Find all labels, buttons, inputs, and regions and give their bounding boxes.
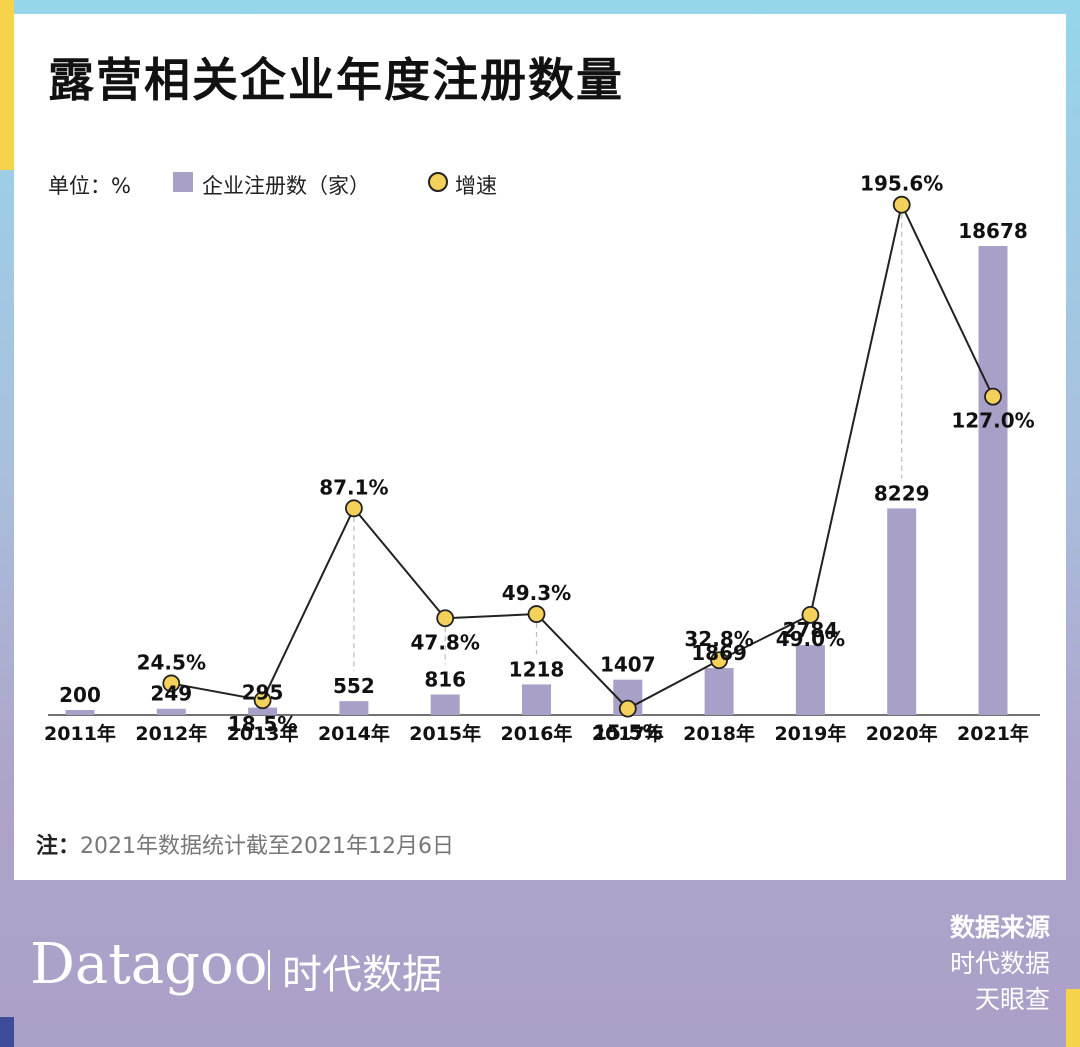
x-tick-label: 2017年: [592, 722, 664, 745]
x-tick-label: 2012年: [135, 722, 207, 745]
footnote-text: 2021年数据统计截至2021年12月6日: [80, 834, 454, 859]
source-item: 时代数据: [949, 949, 1050, 978]
chart-panel: [14, 14, 1066, 880]
x-tick-label: 2018年: [683, 722, 755, 745]
bar-value-label: 1218: [509, 657, 565, 681]
bar: [430, 694, 460, 715]
accent-stripe-left: [0, 0, 14, 170]
bar-value-label: 1407: [600, 653, 656, 677]
x-tick-label: 2013年: [227, 722, 299, 745]
bar: [339, 701, 369, 715]
growth-point: [527, 605, 546, 623]
legend-bar-swatch: [173, 172, 193, 192]
growth-value-label: 18.5%: [228, 712, 297, 736]
x-tick-label: 2011年: [44, 722, 116, 745]
brand-separator: [268, 950, 270, 990]
growth-value-label: 15.5%: [593, 721, 662, 745]
bar-value-label: 2784: [783, 618, 839, 642]
brand-logo: Datagoo: [30, 932, 268, 997]
chart-title: 露营相关企业年度注册数量: [48, 53, 624, 107]
growth-value-label: 127.0%: [951, 409, 1034, 433]
source-item: 天眼查: [974, 985, 1050, 1014]
growth-value-label: 24.5%: [137, 650, 206, 674]
bar-value-label: 295: [242, 681, 284, 705]
growth-value-label: 195.6%: [860, 172, 943, 196]
legend-dot-label: 增速: [455, 174, 497, 198]
bar: [704, 668, 734, 715]
growth-value-label: 47.8%: [411, 630, 480, 654]
x-tick-label: 2019年: [774, 722, 846, 745]
growth-point: [710, 651, 728, 670]
bar-value-label: 1869: [691, 641, 747, 665]
x-tick-label: 2016年: [501, 722, 573, 745]
source-heading: 数据来源: [949, 913, 1050, 942]
growth-point: [436, 609, 455, 628]
legend-bar-label: 企业注册数（家）: [202, 174, 370, 198]
brand-name-cn: 时代数据: [282, 952, 442, 998]
bar: [795, 645, 825, 715]
growth-value-label: 49.3%: [502, 581, 571, 605]
growth-value-label: 49.0%: [776, 627, 845, 651]
x-tick-label: 2021年: [957, 722, 1029, 745]
growth-line: [171, 201, 994, 710]
accent-stripe-right: [1066, 989, 1080, 1047]
bar-value-label: 200: [59, 683, 101, 707]
growth-point: [801, 605, 820, 624]
bar-value-label: 8229: [874, 481, 930, 505]
growth-point: [892, 195, 911, 214]
bar-value-label: 18678: [958, 219, 1028, 243]
footnote-label: 注：: [36, 834, 81, 859]
growth-value-label: 32.8%: [684, 627, 753, 651]
bar: [65, 709, 95, 715]
x-tick-label: 2015年: [409, 722, 481, 745]
bar: [156, 708, 186, 715]
growth-point: [984, 387, 1002, 406]
growth-point: [162, 674, 181, 693]
bar: [522, 684, 551, 715]
bar: [978, 246, 1008, 715]
bar: [248, 707, 278, 715]
x-tick-label: 2014年: [318, 722, 390, 745]
bar: [887, 508, 917, 715]
footnote: 注：2021年数据统计截至2021年12月6日: [36, 828, 454, 860]
growth-value-label: 87.1%: [319, 475, 388, 499]
unit-label: 单位：%: [48, 174, 131, 198]
accent-stripe-bottom-left: [0, 1017, 14, 1047]
bar-value-label: 552: [333, 674, 375, 698]
bar-value-label: 249: [150, 682, 192, 706]
source-block: 数据来源 时代数据 天眼查: [950, 910, 1050, 1018]
bar-value-label: 816: [424, 668, 466, 692]
growth-point: [253, 691, 272, 710]
growth-point: [618, 699, 637, 718]
growth-point: [344, 499, 363, 518]
x-tick-label: 2020年: [866, 722, 938, 745]
legend-dot-swatch: [428, 172, 448, 192]
